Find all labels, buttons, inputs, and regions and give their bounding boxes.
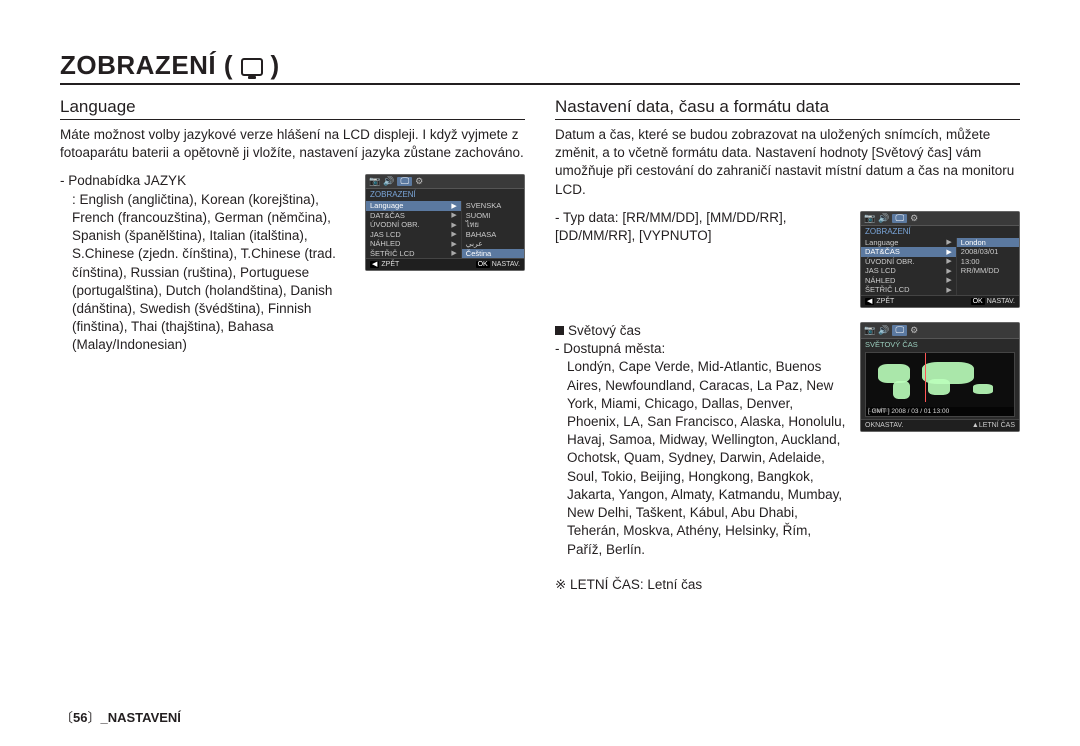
lcd-menu-item: Language▶ xyxy=(861,238,956,248)
lcd-option-item: BAHASA xyxy=(462,230,524,240)
world-time-label: Světový čas xyxy=(568,323,641,338)
left-column: Language Máte možnost volby jazykové ver… xyxy=(60,97,525,593)
lcd-menu-item: ÚVODNÍ OBR.▶ xyxy=(366,220,461,230)
world-time-block: Světový čas - Dostupná města: Londýn, Ca… xyxy=(555,322,848,559)
worldmap-gmt: [ GMT ] 2008 / 03 / 01 13:00 xyxy=(866,407,1014,416)
lcd-option-item: SVENSKA xyxy=(462,201,524,211)
lcd-option-item: SUOMI xyxy=(462,211,524,221)
worldmap-footer: OKNASTAV. ▲LETNÍ ČAS xyxy=(861,419,1019,431)
lcd2-header: ZOBRAZENÍ xyxy=(861,226,1019,238)
worldmap-title: SVĚTOVÝ ČAS xyxy=(861,339,1019,350)
lcd2-back: ZPĚT xyxy=(876,298,894,305)
lcd-worldmap-screenshot: 📷🔊🖵⚙ SVĚTOVÝ ČAS London [ GMT ] 2008 / 0… xyxy=(860,322,1020,432)
cities-label: - Dostupná města: xyxy=(555,340,848,358)
lcd2-modebar: 📷🔊🖵⚙ xyxy=(861,212,1019,226)
lcd1-left-menu: Language▶DAT&ČAS▶ÚVODNÍ OBR.▶JAS LCD▶NÁH… xyxy=(366,201,461,258)
bullet-icon xyxy=(555,326,564,335)
page-title-text: ZOBRAZENÍ ( xyxy=(60,50,233,80)
section-title-language: Language xyxy=(60,97,525,120)
worldmap-dst: LETNÍ ČAS xyxy=(979,422,1015,429)
page-footer: 〔56〕_NASTAVENÍ xyxy=(60,707,181,726)
lcd-menu-item: Language▶ xyxy=(366,201,461,211)
datetime-intro: Datum a čas, které se budou zobrazovat n… xyxy=(555,126,1020,199)
lcd1-footer: ◀ZPĚT OKNASTAV. xyxy=(366,258,524,270)
page-title-close: ) xyxy=(271,50,280,80)
summer-time-note: ※ LETNÍ ČAS: Letní čas xyxy=(555,577,1020,593)
lcd-menu-item: JAS LCD▶ xyxy=(366,230,461,240)
page-number: 56 xyxy=(73,710,87,725)
lcd-option-item: Čeština xyxy=(462,249,524,259)
manual-page: ZOBRAZENÍ ( ) Language Máte možnost volb… xyxy=(0,0,1080,613)
worldmap-map: London [ GMT ] 2008 / 03 / 01 13:00 xyxy=(865,352,1015,417)
date-type-block: - Typ data: [RR/MM/DD], [MM/DD/RR], [DD/… xyxy=(555,209,848,245)
lcd2-ok: NASTAV. xyxy=(987,298,1015,305)
lcd-option-item: ﻋﺮﺑﻲ xyxy=(462,239,524,249)
lcd-menu-item: ÚVODNÍ OBR.▶ xyxy=(861,257,956,267)
lcd1-right-menu: SVENSKASUOMIไทยBAHASAﻋﺮﺑﻲČeština xyxy=(461,201,524,258)
lcd-menu-item: DAT&ČAS▶ xyxy=(366,211,461,221)
language-submenu: - Podnabídka JAZYK : English (angličtina… xyxy=(60,172,353,354)
page-title: ZOBRAZENÍ ( ) xyxy=(60,50,280,81)
lcd-option-item: ไทย xyxy=(462,220,524,230)
lcd-datetime-screenshot: 📷🔊🖵⚙ ZOBRAZENÍ Language▶DAT&ČAS▶ÚVODNÍ O… xyxy=(860,211,1020,308)
right-column: Nastavení data, času a formátu data Datu… xyxy=(555,97,1020,593)
lcd1-modebar: 📷🔊🖵⚙ xyxy=(366,175,524,189)
lcd-language-screenshot: 📷🔊🖵⚙ ZOBRAZENÍ Language▶DAT&ČAS▶ÚVODNÍ O… xyxy=(365,174,525,271)
lcd-menu-item: ŠETŘIČ LCD▶ xyxy=(861,285,956,295)
lcd2-right-menu: London2008/03/0113:00RR/MM/DD xyxy=(956,238,1019,295)
lcd1-ok: NASTAV. xyxy=(492,261,520,268)
lcd-option-item: 2008/03/01 xyxy=(957,247,1019,257)
language-submenu-body: : English (angličtina), Korean (korejšti… xyxy=(60,191,353,355)
worldmap-ok: NASTAV. xyxy=(875,422,903,429)
monitor-icon xyxy=(241,58,263,76)
lcd2-left-menu: Language▶DAT&ČAS▶ÚVODNÍ OBR.▶JAS LCD▶NÁH… xyxy=(861,238,956,295)
date-type-label: - Typ data: xyxy=(555,210,619,225)
lcd-menu-item: NÁHLED▶ xyxy=(366,239,461,249)
cities-list: Londýn, Cape Verde, Mid-Atlantic, Buenos… xyxy=(555,358,848,558)
lcd-menu-item: NÁHLED▶ xyxy=(861,276,956,286)
language-submenu-label: - Podnabídka JAZYK xyxy=(60,172,353,190)
worldmap-modebar: 📷🔊🖵⚙ xyxy=(861,323,1019,339)
page-title-row: ZOBRAZENÍ ( ) xyxy=(60,50,1020,85)
section-title-datetime: Nastavení data, času a formátu data xyxy=(555,97,1020,120)
lcd1-back: ZPĚT xyxy=(381,261,399,268)
lcd-option-item: RR/MM/DD xyxy=(957,266,1019,276)
language-intro: Máte možnost volby jazykové verze hlášen… xyxy=(60,126,525,162)
footer-section: NASTAVENÍ xyxy=(108,710,181,725)
lcd2-footer: ◀ZPĚT OKNASTAV. xyxy=(861,295,1019,307)
lcd-menu-item: ŠETŘIČ LCD▶ xyxy=(366,249,461,259)
lcd-menu-item: DAT&ČAS▶ xyxy=(861,247,956,257)
lcd-option-item: London xyxy=(957,238,1019,248)
lcd-menu-item: JAS LCD▶ xyxy=(861,266,956,276)
lcd1-header: ZOBRAZENÍ xyxy=(366,189,524,201)
lcd-option-item: 13:00 xyxy=(957,257,1019,267)
